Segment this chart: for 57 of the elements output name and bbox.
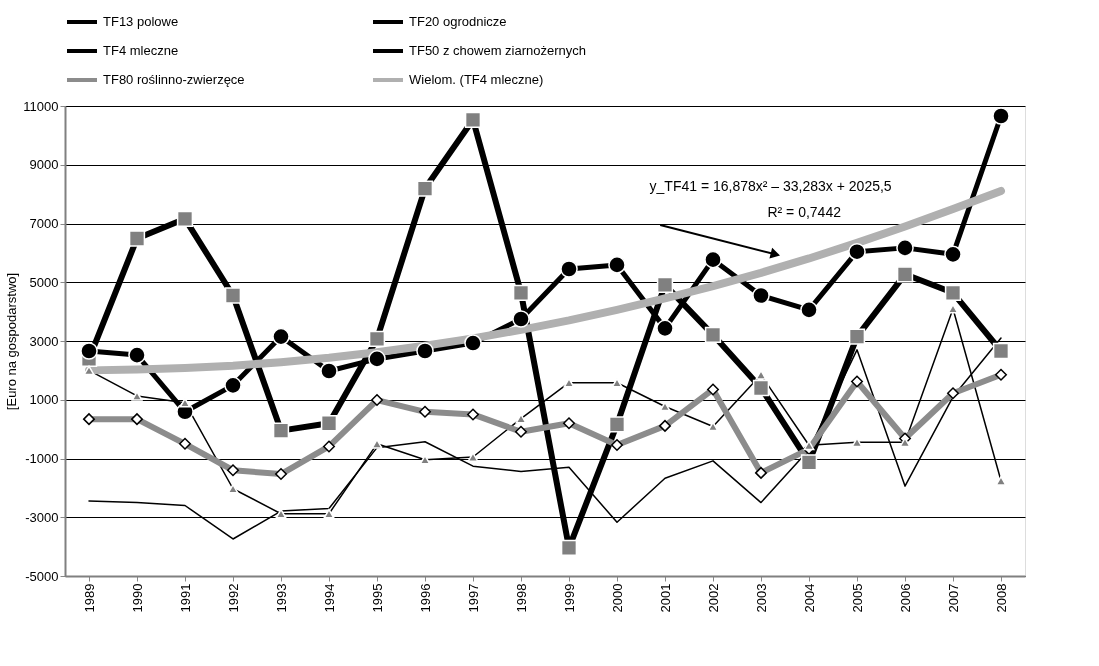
y-tick-label: 3000 [29,333,59,349]
legend-label: TF20 ogrodnicze [409,14,507,29]
y-tick-label: 1000 [29,392,59,408]
point [608,256,626,274]
y-tick-label: 11000 [23,98,59,114]
point [560,260,578,278]
x-tick-label: 1993 [273,583,289,613]
x-tick-label: 1995 [369,583,385,613]
x-tick-label: 1991 [177,583,193,613]
x-tick-label: 2008 [993,583,1009,613]
point [464,334,482,352]
x-tick-label: 1997 [465,583,481,613]
x-tick-label: 1994 [321,583,337,613]
legend-label: TF50 z chowem ziarnożernych [409,43,587,58]
annotation: R² = 0,7442 [767,204,842,221]
x-tick-label: 1992 [225,583,241,613]
point [944,245,962,264]
annotation: y_TF41 = 16,878x² – 33,283x + 2025,5 [649,177,892,194]
x-tick-label: 1996 [417,583,433,613]
x-tick-label: 2007 [945,583,961,613]
point [416,342,434,360]
x-tick-label: 2003 [753,583,769,613]
y-tick-label: -5000 [25,568,59,584]
y-tick-label: -1000 [25,451,59,466]
x-tick-label: 2004 [801,583,817,613]
point [368,350,386,368]
x-tick-label: 2000 [609,583,625,613]
point [704,250,722,269]
point [320,362,338,380]
x-tick-label: 2006 [897,583,913,613]
x-tick-label: 2005 [849,583,865,613]
point [272,327,290,346]
point [800,301,818,319]
y-tick-label: -3000 [25,509,59,525]
x-tick-label: 1998 [513,583,529,613]
legend-label: TF80 roślinno-zwierzęce [103,72,245,87]
y-tick-label: 5000 [29,274,59,290]
x-tick-label: 1999 [561,583,577,613]
x-tick-label: 2002 [705,583,721,613]
legend-label: TF13 polowe [103,14,179,29]
point [224,376,242,395]
point [752,286,770,305]
point [80,342,98,360]
point [992,107,1010,125]
y-axis-title: [Euro na gospodarstwo] [4,272,20,411]
point [512,310,530,328]
point [656,319,674,338]
legend-label: TF4 mleczne [103,43,179,58]
point [128,346,146,364]
legend-label: Wielom. (TF4 mleczne) [409,72,544,87]
point [848,242,866,261]
point [896,239,914,257]
x-tick-label: 1989 [81,583,97,613]
y-tick-label: 7000 [29,216,59,231]
x-tick-label: 1990 [129,583,145,613]
y-tick-label: 9000 [29,157,59,173]
x-tick-label: 2001 [657,583,673,613]
